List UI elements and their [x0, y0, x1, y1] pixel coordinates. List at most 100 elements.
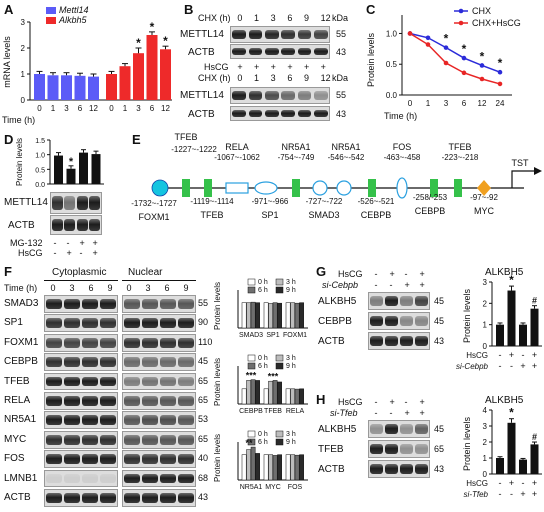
blot-b-actb-bottom — [230, 106, 330, 121]
g-row-label: CEBPB — [318, 316, 352, 327]
blot-band — [385, 336, 398, 346]
y-axis-label: Protein levels — [462, 416, 472, 471]
blot-band — [124, 318, 140, 329]
binding-site-cebpb — [368, 179, 376, 197]
group-nuclear: Nuclear — [128, 267, 163, 278]
blot-band — [160, 473, 176, 484]
g-kda: 45 — [434, 316, 445, 326]
legend-label: 6 h — [258, 287, 268, 294]
condition-sign: + — [532, 350, 537, 360]
legend-swatch — [247, 362, 256, 370]
legend-label: 3 h — [286, 431, 296, 438]
significance-mark: # — [532, 432, 537, 442]
si-sign: - — [389, 280, 393, 290]
g-row-label: ALKBH5 — [318, 296, 357, 307]
blot-band — [100, 337, 116, 348]
blot-band — [264, 48, 279, 55]
significance-mark: * — [509, 273, 514, 287]
g-blot-rows: ALKBH5 45 CEBPB 45 ACTB 43 — [312, 292, 452, 382]
bar — [246, 302, 251, 329]
blot-band — [64, 318, 80, 329]
blot-band — [178, 376, 194, 387]
blot-band — [46, 376, 62, 387]
panel-c: C 0.0 0.5 1.0 Protein levels 0 1 3 6 12 24 * * * * CHX… — [362, 0, 544, 125]
bar — [496, 458, 504, 474]
hscg-label-b: HsCG — [204, 62, 229, 72]
si-sign: + — [404, 280, 410, 290]
f-kda: 110 — [198, 336, 213, 347]
d-row-mettl14: METTL14 — [4, 197, 48, 208]
y-tick-label: 2 — [483, 299, 488, 308]
h-blot-rows: ALKBH5 45 TFEB 65 ACTB 43 — [312, 420, 452, 510]
site-name: NR5A1 — [331, 142, 360, 152]
site-name: TFEB — [174, 132, 197, 142]
kda-b2: 43 — [336, 47, 347, 57]
blot-band — [100, 415, 116, 426]
blot-band — [64, 219, 76, 231]
f-kda: 55 — [198, 298, 209, 308]
blot-band — [297, 30, 312, 39]
condition-sign: - — [499, 361, 502, 371]
x-tick-label: 6 — [78, 104, 83, 113]
blot-band — [160, 454, 176, 465]
y-tick-label: 0 — [21, 96, 26, 105]
blot-band — [232, 91, 247, 100]
binding-site-tfeb — [454, 179, 462, 197]
blot-band — [142, 299, 158, 309]
bar — [290, 454, 295, 481]
f-row-label: SP1 — [4, 317, 23, 329]
hscg-sign: - — [53, 248, 57, 258]
blot-g-cebpb — [368, 312, 430, 330]
g-signs-hscg: - + - + — [370, 270, 430, 280]
f-kda: 40 — [198, 453, 209, 464]
blot-band — [178, 454, 194, 465]
bar — [507, 290, 516, 346]
chx-time: 12 — [320, 13, 331, 23]
legend-marker — [458, 20, 464, 26]
bar — [119, 66, 131, 100]
hscg-sign: + — [92, 248, 98, 258]
g-cond-sicebpb: si-Cebpb — [322, 280, 359, 290]
h-signs-sitfeb: - - + + — [370, 409, 430, 419]
condition-label: si-Cebpb — [456, 362, 489, 371]
blot-band — [264, 91, 279, 100]
bar — [294, 454, 300, 481]
condition-label: HsCG — [466, 479, 488, 488]
legend-swatch — [247, 354, 256, 362]
blot-band — [313, 91, 328, 100]
legend-swatch — [275, 438, 284, 446]
bar — [299, 302, 304, 329]
group-line-cyto — [44, 280, 118, 281]
blot-band — [232, 48, 247, 55]
condition-sign: - — [522, 478, 525, 488]
blot-band — [178, 434, 194, 445]
x-tick-label: 24 — [496, 99, 505, 108]
blot-band — [232, 30, 247, 39]
blot-band — [76, 196, 88, 210]
blot-band — [64, 454, 80, 465]
blot-band — [46, 318, 62, 329]
f-row-label: SMAD3 — [4, 298, 39, 309]
significance-mark: * — [498, 56, 503, 70]
site-name: CEBPB — [415, 206, 446, 216]
site-name: NR5A1 — [281, 142, 310, 152]
blot-band — [64, 473, 80, 484]
f-kda: 68 — [198, 472, 209, 483]
condition-sign: + — [509, 350, 514, 360]
hscg-sign: + — [66, 248, 72, 258]
y-tick-label: 0.0 — [386, 91, 398, 100]
site-name: MYC — [474, 206, 495, 216]
data-point — [497, 81, 503, 87]
blot-band — [385, 464, 398, 474]
blot-band — [248, 30, 263, 39]
bar — [246, 449, 251, 481]
site-range: -727~-722 — [306, 197, 343, 206]
bar — [290, 302, 295, 329]
bar — [277, 454, 282, 481]
hscg-sign: + — [389, 269, 395, 279]
blot-band — [82, 434, 98, 445]
blot-band — [51, 196, 63, 210]
site-name: TFEB — [448, 142, 471, 152]
f-row-label: ACTB — [4, 492, 31, 503]
panel-b: B CHX (h) 0 1 3 6 9 12 kDa METTL14 55 ACTB 43… — [180, 0, 362, 125]
